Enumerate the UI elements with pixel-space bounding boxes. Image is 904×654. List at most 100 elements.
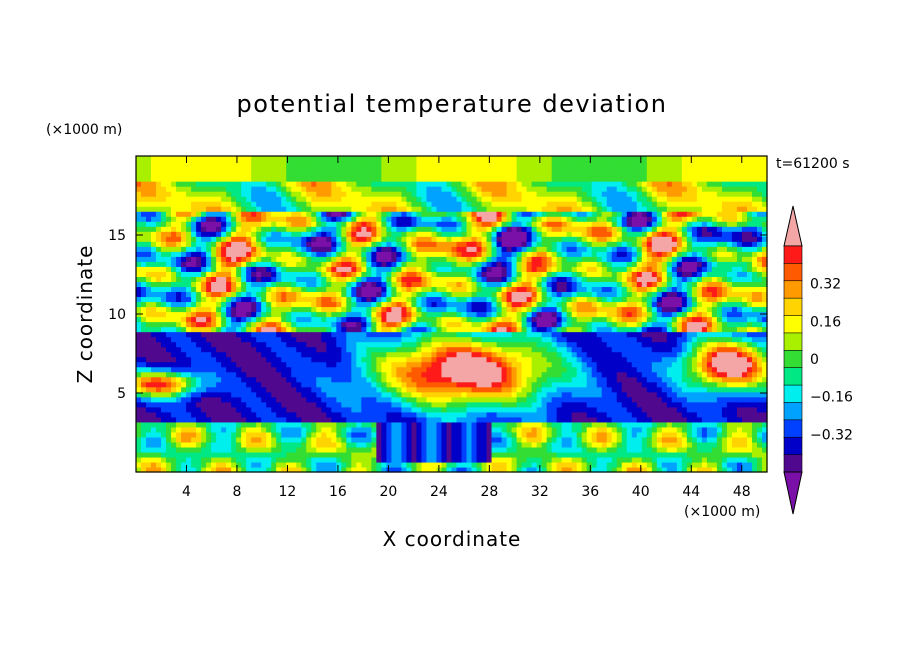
field-cell bbox=[466, 401, 473, 408]
field-cell bbox=[151, 461, 157, 468]
field-cell bbox=[181, 391, 187, 398]
field-cell bbox=[386, 226, 393, 232]
field-cell bbox=[276, 391, 282, 398]
field-cell bbox=[231, 236, 237, 242]
field-cell bbox=[441, 266, 448, 272]
field-cell bbox=[496, 316, 503, 323]
field-cell bbox=[401, 421, 408, 428]
field-cell bbox=[221, 186, 227, 192]
field-cell bbox=[241, 226, 247, 232]
field-cell bbox=[326, 341, 332, 348]
field-cell bbox=[166, 371, 172, 378]
field-cell bbox=[531, 411, 538, 418]
field-cell bbox=[381, 461, 387, 468]
field-cell bbox=[141, 271, 147, 277]
field-cell bbox=[296, 381, 302, 388]
field-cell bbox=[236, 296, 242, 303]
field-cell bbox=[171, 411, 177, 418]
field-cell bbox=[331, 221, 337, 227]
field-cell bbox=[156, 266, 162, 272]
field-cell bbox=[161, 161, 167, 167]
field-cell bbox=[426, 466, 433, 473]
field-cell bbox=[391, 341, 398, 348]
field-cell bbox=[181, 441, 187, 448]
field-cell bbox=[306, 421, 312, 428]
field-cell bbox=[246, 201, 252, 207]
field-cell bbox=[186, 446, 192, 453]
field-cell bbox=[226, 271, 232, 277]
field-cell bbox=[426, 401, 433, 408]
field-cell bbox=[501, 426, 508, 433]
field-cell bbox=[511, 306, 518, 313]
field-cell bbox=[231, 361, 237, 368]
field-cell bbox=[436, 431, 443, 438]
field-cell bbox=[156, 346, 162, 353]
field-cell bbox=[266, 416, 272, 423]
field-cell bbox=[531, 461, 538, 468]
field-cell bbox=[406, 286, 413, 293]
field-cell bbox=[236, 346, 242, 353]
field-cell bbox=[336, 406, 342, 413]
field-cell bbox=[211, 166, 217, 172]
field-cell bbox=[311, 211, 317, 217]
field-cell bbox=[376, 416, 382, 423]
field-cell bbox=[176, 251, 182, 257]
field-cell bbox=[281, 236, 287, 242]
field-cell bbox=[416, 361, 423, 368]
field-cell bbox=[466, 281, 473, 288]
field-cell bbox=[316, 456, 322, 463]
field-cell bbox=[361, 271, 367, 277]
field-cell bbox=[271, 371, 277, 378]
field-cell bbox=[371, 426, 377, 433]
field-cell bbox=[261, 396, 267, 403]
field-cell bbox=[496, 361, 503, 368]
field-cell bbox=[171, 291, 177, 298]
field-cell bbox=[371, 181, 377, 187]
field-cell bbox=[276, 261, 282, 267]
field-cell bbox=[496, 421, 503, 428]
field-cell bbox=[186, 236, 192, 242]
field-cell bbox=[246, 366, 252, 373]
field-cell bbox=[341, 176, 347, 182]
field-cell bbox=[446, 176, 453, 182]
field-cell bbox=[186, 406, 192, 413]
field-cell bbox=[171, 371, 177, 378]
field-cell bbox=[411, 421, 418, 428]
field-cell bbox=[466, 431, 473, 438]
field-cell bbox=[156, 221, 162, 227]
field-cell bbox=[166, 391, 172, 398]
field-cell bbox=[401, 456, 408, 463]
field-cell bbox=[331, 371, 337, 378]
field-cell bbox=[321, 296, 327, 303]
field-cell bbox=[461, 396, 468, 403]
field-cell bbox=[186, 356, 192, 363]
field-cell bbox=[486, 306, 493, 313]
field-cell bbox=[511, 321, 518, 328]
field-cell bbox=[286, 341, 292, 348]
field-cell bbox=[286, 376, 292, 383]
field-cell bbox=[371, 341, 377, 348]
field-cell bbox=[486, 271, 493, 277]
field-cell bbox=[401, 161, 408, 167]
field-cell bbox=[231, 266, 237, 272]
field-cell bbox=[266, 366, 272, 373]
field-cell bbox=[376, 276, 382, 282]
field-cell bbox=[371, 441, 377, 448]
field-cell bbox=[481, 236, 488, 242]
field-cell bbox=[366, 201, 372, 207]
field-cell bbox=[436, 416, 443, 423]
field-cell bbox=[146, 206, 152, 212]
field-cell bbox=[156, 251, 162, 257]
field-cell bbox=[151, 381, 157, 388]
field-cell bbox=[196, 201, 202, 207]
field-cell bbox=[446, 346, 453, 353]
field-cell bbox=[231, 401, 237, 408]
field-cell bbox=[381, 301, 387, 308]
field-cell bbox=[321, 196, 327, 202]
field-cell bbox=[521, 251, 528, 257]
field-cell bbox=[426, 321, 433, 328]
field-cell bbox=[251, 401, 257, 408]
field-cell bbox=[271, 186, 277, 192]
field-cell bbox=[206, 406, 212, 413]
field-cell bbox=[281, 421, 287, 428]
